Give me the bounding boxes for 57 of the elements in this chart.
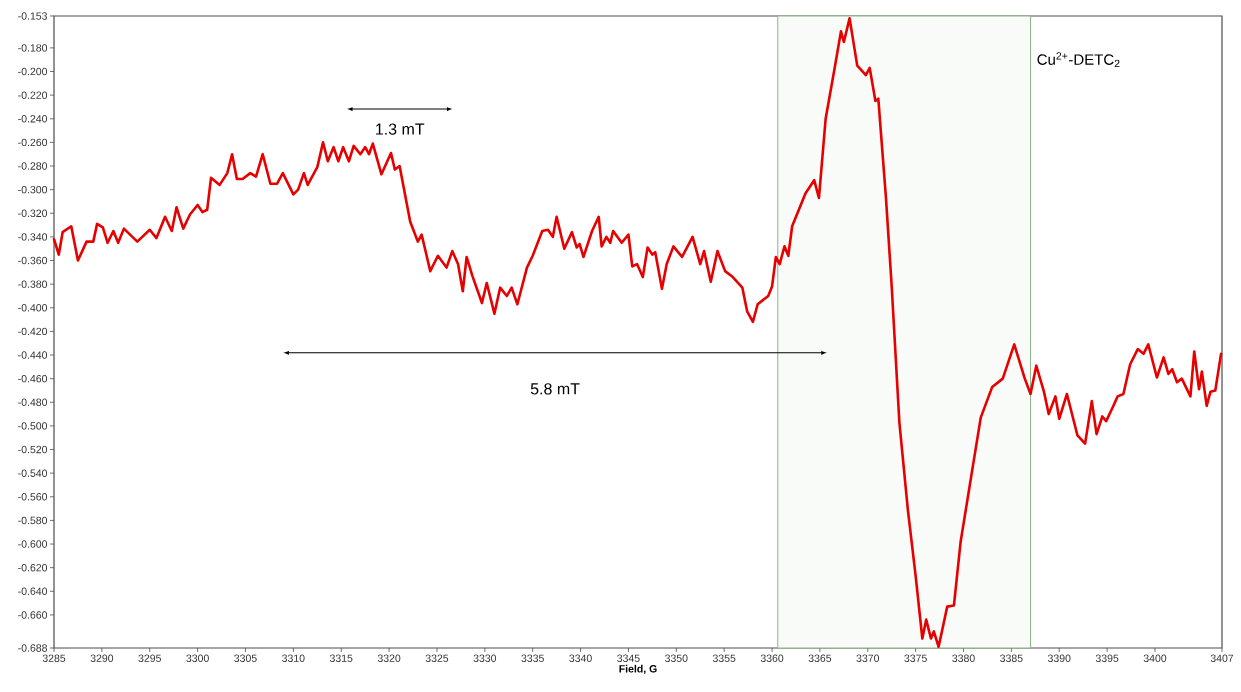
- y-tick-label: -0.380: [18, 280, 48, 288]
- x-tick-label: 3370: [856, 654, 880, 662]
- y-tick-label: -0.320: [18, 209, 48, 217]
- x-tick-label: 3320: [377, 654, 401, 662]
- y-tick-label: -0.400: [18, 304, 48, 312]
- x-axis-title: Field, G: [619, 664, 657, 675]
- y-tick-label: -0.200: [18, 67, 48, 76]
- y-tick-label: -0.360: [18, 256, 48, 265]
- x-tick-label: 3290: [90, 654, 114, 662]
- x-tick-label: 3380: [952, 654, 975, 662]
- x-tick-label: 3365: [808, 654, 832, 662]
- x-tick-label: 3330: [473, 654, 497, 662]
- y-tick-label: -0.480: [18, 398, 48, 406]
- y-tick-label: -0.300: [18, 185, 48, 194]
- annotation: 1.3 mT: [376, 123, 425, 135]
- x-tick-label: 3285: [42, 654, 66, 662]
- y-tick-label: -0.520: [18, 445, 48, 454]
- x-tick-label: 3385: [1000, 654, 1023, 662]
- y-tick-label: -0.420: [18, 327, 48, 336]
- y-tick-label: -0.280: [18, 162, 48, 170]
- y-tick-label: -0.260: [18, 138, 48, 147]
- y-tick-label: -0.460: [18, 374, 48, 383]
- x-tick-label: 3390: [1047, 654, 1071, 662]
- x-tick-label: 3395: [1095, 654, 1119, 662]
- y-tick-label: -0.440: [18, 351, 48, 359]
- y-tick-label: -0.560: [18, 493, 48, 501]
- annotation: 5.8 mT: [530, 383, 580, 395]
- y-tick-label: -0.180: [18, 44, 48, 52]
- y-tick-label: -0.240: [18, 115, 48, 123]
- y-tick-label: -0.688: [18, 644, 48, 652]
- x-tick-label: 3335: [521, 654, 544, 662]
- x-tick-label: 3295: [138, 654, 161, 662]
- y-tick-label: -0.580: [18, 516, 48, 525]
- x-tick-label: 3360: [760, 654, 784, 662]
- x-tick-label: 3300: [186, 654, 209, 662]
- x-tick-label: 3355: [712, 654, 736, 662]
- band-label: Cu$^{2+}$-DETC$_{2}$: [1037, 52, 1120, 68]
- y-tick-label: -0.620: [18, 563, 48, 572]
- y-tick-label: -0.153: [18, 12, 48, 20]
- x-tick-label: 3315: [329, 654, 353, 662]
- x-tick-label: 3400: [1143, 654, 1167, 662]
- x-tick-label: 3375: [904, 654, 927, 662]
- x-tick-label: 3407: [1210, 654, 1234, 662]
- x-tick-label: 3305: [234, 654, 257, 662]
- y-tick-label: -0.340: [18, 233, 48, 241]
- y-tick-label: -0.540: [18, 469, 48, 477]
- x-tick-label: 3325: [425, 654, 449, 662]
- y-tick-label: -0.640: [18, 587, 48, 596]
- x-tick-label: 3345: [617, 654, 640, 662]
- y-tick-label: -0.660: [18, 611, 48, 619]
- y-tick-label: -0.500: [18, 422, 48, 430]
- x-tick-label: 3350: [665, 654, 688, 662]
- x-tick-label: 3310: [282, 654, 305, 662]
- y-tick-label: -0.220: [18, 91, 48, 99]
- line-series: [52, 17, 1223, 649]
- y-tick-label: -0.600: [18, 540, 48, 548]
- x-tick-label: 3340: [569, 654, 592, 662]
